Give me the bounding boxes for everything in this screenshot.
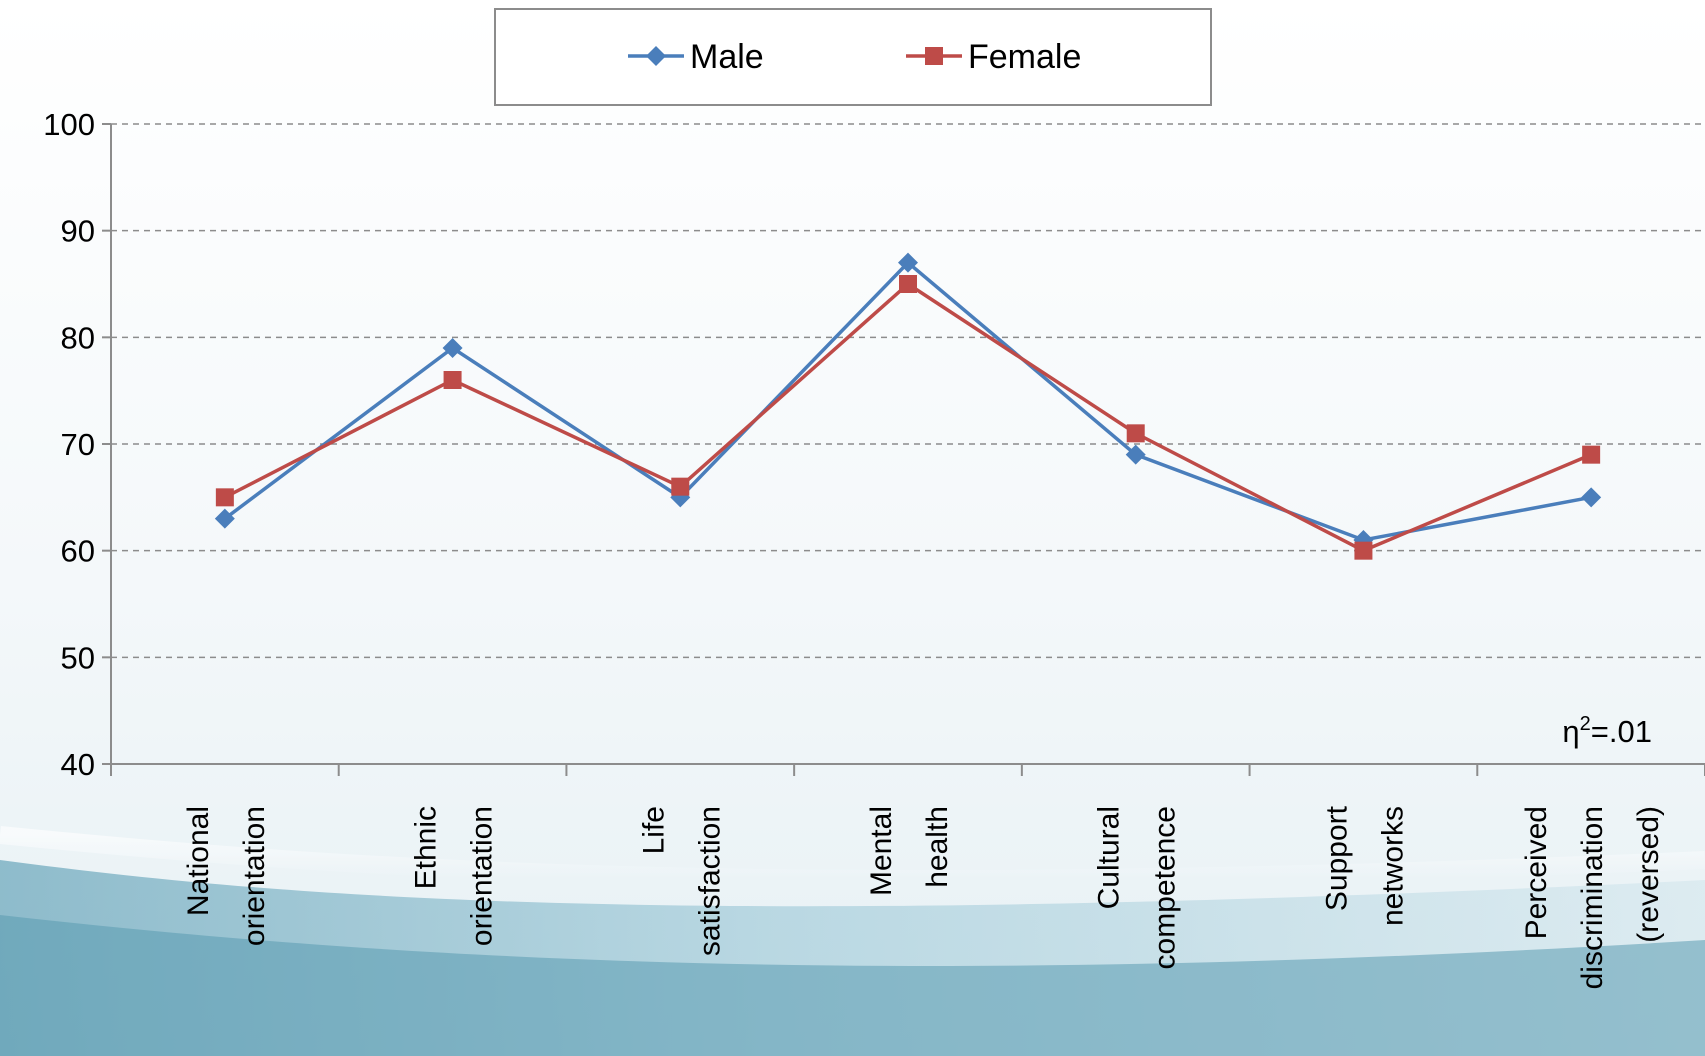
x-category-label: Ethnic orientation <box>410 806 499 946</box>
x-category-label-line: (reversed) <box>1632 806 1665 943</box>
legend-box <box>494 8 1212 106</box>
x-category-label: National orientation <box>182 806 271 946</box>
y-tick-label: 90 <box>61 214 95 249</box>
series-line-female <box>224 281 1592 553</box>
legend-marker-diamond <box>646 46 666 66</box>
x-category-label-line: health <box>921 806 954 888</box>
x-category-label-line: satisfaction <box>693 806 726 956</box>
data-point-female <box>1126 424 1145 443</box>
x-category-label-line: orientation <box>238 806 271 946</box>
x-category-label-line: orientation <box>466 806 499 946</box>
legend-label: Female <box>968 38 1081 76</box>
x-category-label-line: Perceived <box>1520 806 1553 939</box>
data-point-male <box>898 252 918 273</box>
gridlines <box>111 123 1705 659</box>
x-category-label: Mental health <box>865 806 954 896</box>
x-category-label-line: networks <box>1376 806 1409 926</box>
x-category-label-line: Ethnic <box>410 806 443 889</box>
data-point-female <box>671 477 690 496</box>
data-point-male <box>442 338 463 358</box>
legend-label: Male <box>690 38 764 76</box>
legend-item-female: Female <box>906 38 1081 76</box>
y-tick-label: 70 <box>61 427 95 462</box>
data-point-male <box>214 508 235 529</box>
y-tick-label: 50 <box>61 640 95 675</box>
legend: Male Female <box>494 8 1212 106</box>
x-axis-categories: National orientation Ethnic orientation Life… <box>110 764 1705 989</box>
series-line-male <box>223 260 1592 542</box>
x-category-label: Cultural competence <box>1093 806 1182 969</box>
y-tick-label: 100 <box>43 107 95 142</box>
data-point-male <box>1581 487 1602 508</box>
y-tick-label: 60 <box>61 534 95 569</box>
data-point-female <box>1582 445 1601 464</box>
effect-size-annotation: η2=.01 <box>1562 713 1652 749</box>
series-group <box>214 252 1602 560</box>
y-axis-ticks: 40 50 60 70 80 90 100 <box>43 107 111 782</box>
x-category-label-line: Life <box>637 806 670 854</box>
data-point-female <box>215 488 234 507</box>
data-point-female <box>443 371 462 389</box>
x-category-label-line: Cultural <box>1093 806 1126 909</box>
x-category-label-line: discrimination <box>1576 806 1609 989</box>
x-category-label: Support networks <box>1320 805 1409 926</box>
y-tick-label: 80 <box>61 320 95 355</box>
x-category-label-line: Support <box>1320 805 1353 911</box>
x-category-label: Perceived discrimination (reversed) <box>1520 806 1665 989</box>
y-tick-label: 40 <box>61 747 95 782</box>
x-category-label-line: National <box>182 806 215 916</box>
data-point-male <box>1125 444 1146 465</box>
data-point-female <box>899 275 917 293</box>
legend-marker-square <box>925 47 943 65</box>
data-point-female <box>1354 541 1373 560</box>
x-category-label-line: competence <box>1149 806 1182 969</box>
x-category-label-line: Mental <box>865 806 898 896</box>
legend-item-male: Male <box>628 38 764 76</box>
x-category-label: Life satisfaction <box>637 806 726 956</box>
